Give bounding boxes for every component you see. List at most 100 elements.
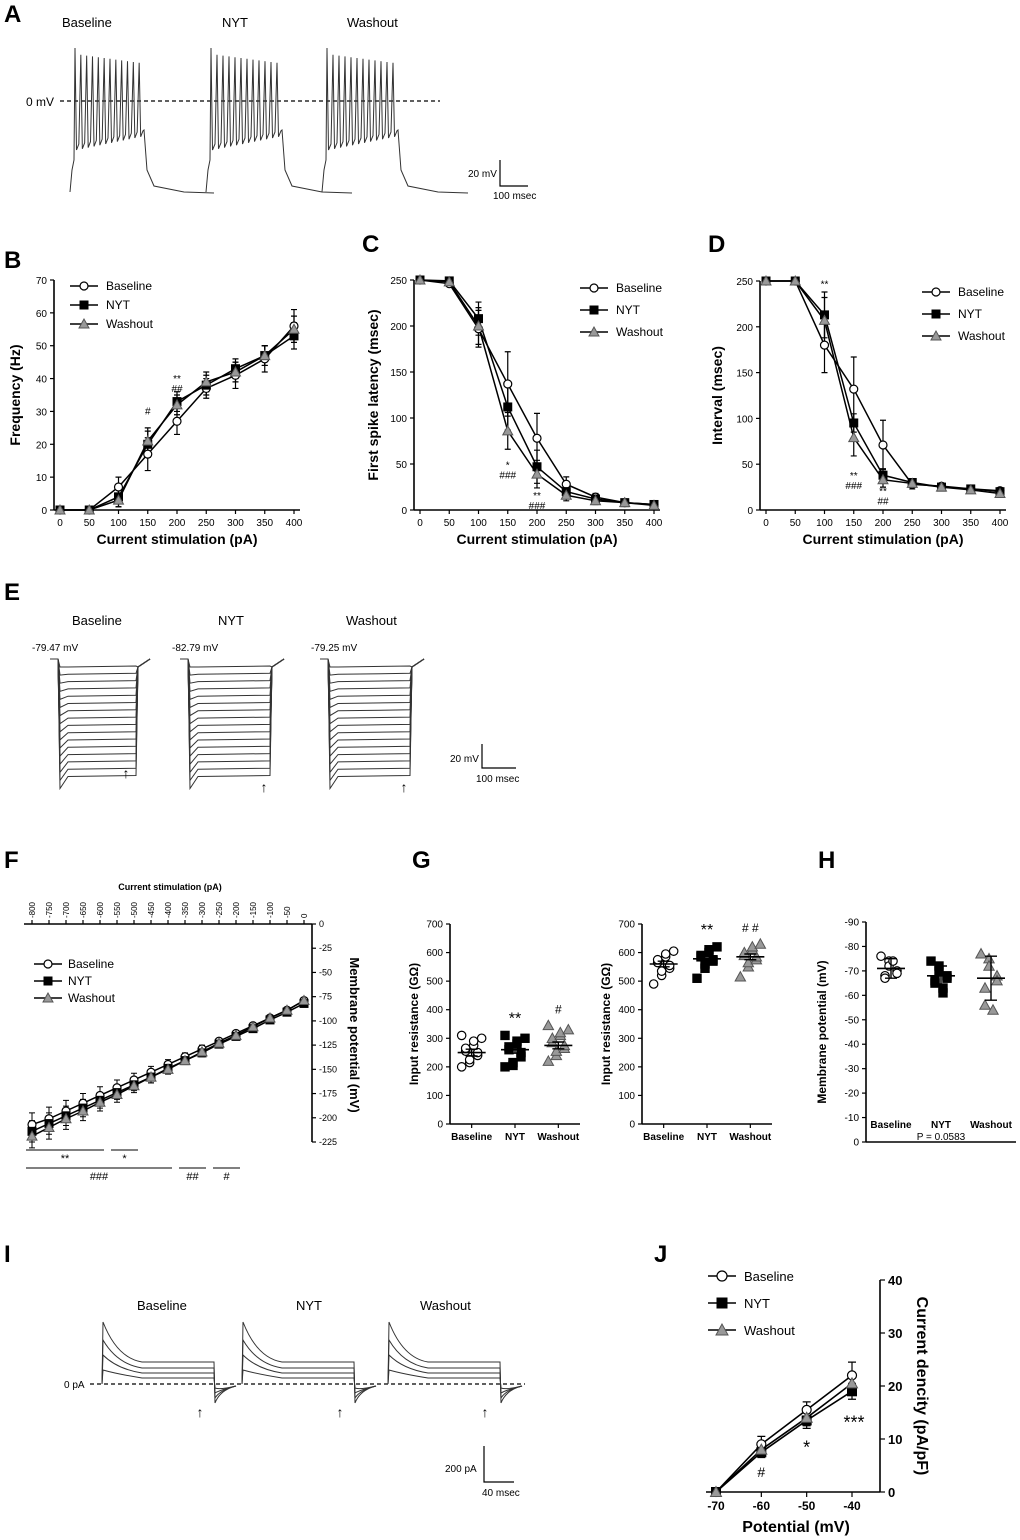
chart-f-y-tick-label: -150	[319, 1064, 337, 1074]
chart-c-point-washout	[472, 319, 485, 331]
chart-f-sig-label: ##	[186, 1171, 199, 1183]
chart-b-point-baseline	[172, 416, 182, 426]
chart-f-x-label: Current stimulation (pA)	[118, 882, 222, 892]
chart-j-x-tick-label: -60	[753, 1499, 771, 1513]
chart-c-legend-baseline: Baseline	[616, 281, 662, 295]
e-trace-sweep	[50, 658, 151, 692]
e-trace-sweep	[180, 658, 285, 692]
chart-d-legend-marker	[931, 309, 941, 319]
chart-j-point-washout	[800, 1411, 814, 1423]
chart-g-left-x-tick-label: Washout	[537, 1132, 580, 1143]
chart-g-left-y-tick-label: 400	[426, 1005, 443, 1016]
chart-g-left-point-nyt	[500, 1062, 510, 1072]
chart-f-sig-label: *	[122, 1153, 127, 1165]
chart-d-x-tick-label: 200	[875, 518, 892, 529]
chart-j-x-tick-label: -40	[843, 1499, 861, 1513]
chart-j-x-label: Potential (mV)	[742, 1519, 850, 1536]
chart-f-legend-marker	[43, 959, 53, 969]
chart-f-sig-label: ###	[90, 1171, 109, 1183]
chart-d-point-washout	[760, 274, 772, 286]
chart-f-sig-label: #	[223, 1171, 230, 1183]
chart-c-y-tick-label: 200	[390, 322, 407, 333]
chart-b-legend-marker	[78, 317, 90, 329]
a-scale-voltage: 20 mV	[468, 169, 497, 180]
chart-g-left-y-label: Input resistance (GΩ)	[407, 963, 421, 1085]
chart-g-left-error-bar	[465, 1048, 478, 1057]
chart-c-x-tick-label: 100	[470, 518, 487, 529]
chart-g-right-point-nyt	[692, 973, 702, 983]
chart-c-y-label: First spike latency (msec)	[365, 309, 381, 480]
chart-g-left-sig-label: **	[509, 1010, 521, 1027]
chart-g-right-point-washout	[754, 937, 767, 949]
chart-h-error-bar	[985, 955, 997, 1001]
chart-g-right-y-tick-label: 600	[618, 948, 635, 959]
chart-h-y-tick-label: -40	[845, 1040, 860, 1051]
chart-b-x-tick-label: 150	[139, 518, 156, 529]
chart-d-legend-washout: Washout	[958, 329, 1006, 343]
chart-b-x-tick-label: 250	[198, 518, 215, 529]
chart-g-left-point-baseline	[456, 1030, 467, 1041]
chart-b-y-tick-label: 0	[41, 506, 47, 517]
chart-f-x-tick-label: -150	[249, 901, 258, 918]
chart-j-series-line-baseline	[715, 1374, 853, 1493]
chart-d-y-tick-label: 200	[736, 323, 753, 334]
chart-c-y-tick-label: 0	[401, 506, 407, 517]
chart-g-left-point-baseline	[476, 1033, 487, 1044]
panel-letter-b: B	[4, 247, 21, 274]
chart-d-legend-nyt: NYT	[958, 307, 983, 321]
chart-f-y-tick-label: -100	[319, 1016, 337, 1026]
chart-b-point-washout	[112, 494, 125, 505]
chart-g-right-point-baseline	[652, 954, 663, 965]
chart-f-x-tick-label: -600	[96, 901, 105, 918]
chart-c-x-tick-label: 250	[558, 518, 575, 529]
chart-j-point-washout	[845, 1376, 859, 1389]
chart-d-point-baseline	[849, 384, 859, 394]
chart-c-x-label: Current stimulation (pA)	[457, 531, 618, 547]
chart-d-x-tick-label: 0	[763, 518, 769, 529]
chart-f-x-tick-label: -250	[215, 901, 224, 918]
chart-g-left-point-washout	[542, 1054, 555, 1066]
chart-g-right-y-tick-label: 100	[618, 1091, 635, 1102]
chart-c-point-baseline	[503, 379, 513, 389]
i-zero-label: 0 pA	[64, 1380, 85, 1391]
i-trace-sweep	[241, 1338, 377, 1400]
e-trace-sweep	[180, 658, 285, 774]
chart-g-right-point-baseline	[664, 960, 675, 971]
e-trace-sweep	[50, 658, 151, 701]
chart-d-x-tick-label: 400	[992, 518, 1009, 529]
e-label-washout: Washout	[346, 613, 397, 628]
chart-b-point-washout	[288, 323, 300, 334]
i-label-washout: Washout	[420, 1298, 471, 1313]
chart-d-x-tick-label: 250	[904, 518, 921, 529]
chart-c-y-tick-label: 100	[390, 414, 407, 425]
chart-j-legend-marker	[716, 1270, 728, 1282]
chart-f-point-washout	[298, 994, 310, 1006]
chart-f-x-tick-label: -400	[164, 901, 173, 918]
chart-c-x-tick-label: 0	[417, 518, 423, 529]
chart-d-y-tick-label: 0	[747, 506, 753, 517]
chart-b-point-washout	[258, 349, 271, 361]
chart-b-point-washout	[200, 375, 213, 387]
i-traces-washout	[387, 1321, 523, 1404]
chart-b-point-baseline	[143, 449, 153, 459]
a-scale-time: 100 msec	[493, 191, 536, 202]
chart-d-x-tick-label: 50	[790, 518, 802, 529]
chart-c-legend-washout: Washout	[616, 325, 664, 339]
chart-d-point-washout	[935, 481, 948, 492]
panel-letter-i: I	[4, 1241, 11, 1268]
chart-b-y-tick-label: 10	[36, 473, 48, 484]
e-rmp-baseline: -79.47 mV	[32, 643, 78, 654]
chart-g-left-point-baseline	[464, 1054, 475, 1065]
chart-g-input-resistance-left: 0 100 200 300 400 500 600 700 Baseline NYT Washout…	[407, 920, 580, 1143]
e-trace-sweep	[320, 658, 425, 668]
e-trace-sweep	[180, 658, 285, 668]
chart-g-right-point-washout	[734, 970, 747, 982]
chart-c-point-washout	[560, 489, 573, 500]
e-rmp-washout: -79.25 mV	[311, 643, 357, 654]
chart-g-right-error-bar	[744, 953, 757, 961]
chart-f-point-washout	[43, 1121, 55, 1132]
chart-h-y-tick-label: -90	[845, 918, 860, 929]
chart-j-x-tick-label: -70	[707, 1499, 725, 1513]
chart-f-legend-washout: Washout	[68, 991, 116, 1005]
i-arrow-washout-icon: ↑	[482, 1404, 489, 1420]
